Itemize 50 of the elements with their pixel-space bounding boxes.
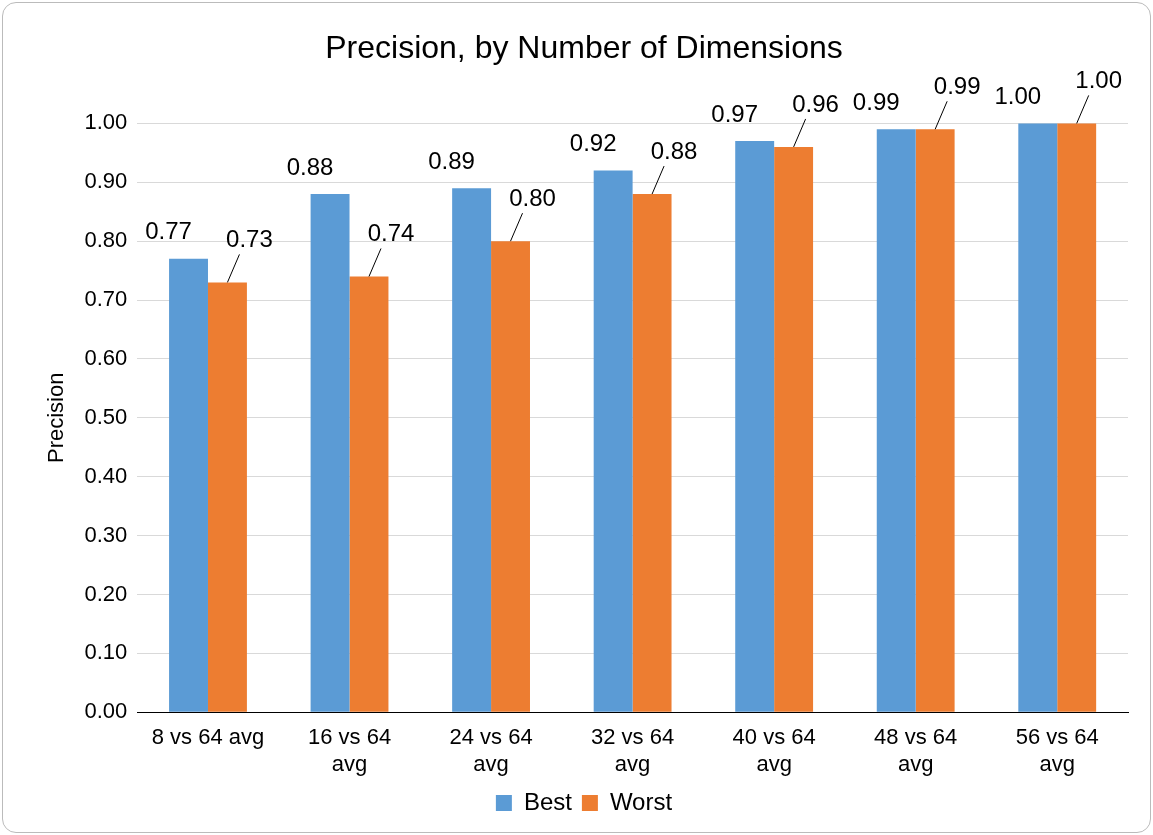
x-tick-label: 56 vs 64 avg	[1015, 724, 1099, 776]
y-tick-label: 0.40	[84, 462, 128, 488]
bar	[876, 129, 916, 712]
bar	[452, 188, 492, 712]
bar	[310, 194, 350, 712]
bar	[491, 241, 530, 712]
chart-title: Precision, by Number of Dimensions	[325, 29, 843, 66]
bar	[207, 282, 247, 712]
bar	[593, 170, 633, 712]
data-label: 0.99	[933, 71, 981, 99]
y-tick-label: 0.90	[84, 168, 128, 194]
x-tick-label: 40 vs 64 avg	[732, 724, 816, 776]
y-tick-label: 0.80	[84, 227, 128, 253]
bar	[915, 129, 955, 712]
data-label: 0.96	[792, 89, 839, 117]
x-tick-label: 32 vs 64 avg	[591, 724, 675, 776]
x-tick-label: 24 vs 64 avg	[449, 724, 533, 776]
data-label: 0.99	[852, 87, 900, 115]
bar	[1018, 123, 1058, 712]
y-tick-label: 0.50	[84, 403, 128, 429]
bar	[169, 258, 208, 712]
bar	[774, 146, 814, 712]
bar	[1057, 123, 1097, 712]
y-tick-label: 0.00	[84, 698, 128, 724]
y-tick-label: 0.30	[84, 521, 128, 547]
data-label: 0.97	[711, 99, 759, 127]
x-tick-label: 16 vs 64 avg	[307, 724, 392, 776]
x-tick-label: 8 vs 64 avg	[151, 724, 265, 750]
y-tick-label: 0.10	[84, 639, 128, 665]
data-label: 0.80	[509, 183, 556, 211]
y-tick-label: 0.60	[84, 344, 128, 370]
data-label: 0.74	[367, 219, 415, 247]
data-label: 0.77	[145, 217, 192, 245]
legend-label: Worst	[609, 787, 673, 815]
bar	[632, 194, 672, 712]
y-tick-label: 0.20	[84, 580, 128, 606]
bar	[735, 141, 775, 712]
data-label: 0.88	[650, 136, 698, 164]
y-tick-label: 1.00	[84, 109, 128, 135]
data-label: 1.00	[994, 82, 1042, 110]
data-label: 0.92	[569, 129, 617, 157]
x-tick-label: 48 vs 64 avg	[874, 724, 958, 776]
data-label: 0.73	[226, 225, 273, 252]
data-label: 0.89	[428, 146, 475, 174]
bar	[349, 276, 389, 712]
data-label: 1.00	[1075, 66, 1123, 94]
y-tick-label: 0.70	[84, 286, 128, 312]
y-axis-title: Precision	[43, 372, 69, 464]
data-label: 0.88	[286, 152, 334, 180]
legend-label: Best	[523, 787, 573, 815]
